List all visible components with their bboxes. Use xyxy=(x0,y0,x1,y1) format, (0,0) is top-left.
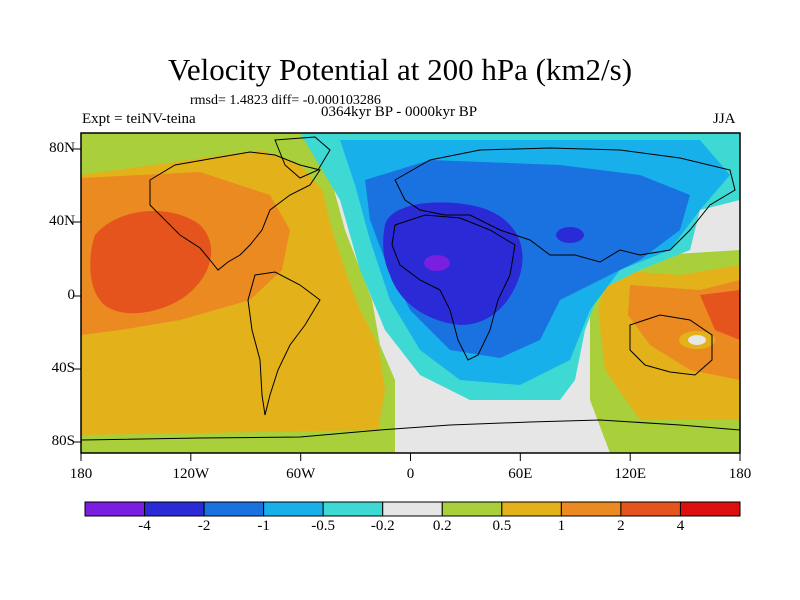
colorbar-swatch xyxy=(620,501,681,517)
colorbar-label: 0.2 xyxy=(432,518,452,534)
contour-field xyxy=(81,133,740,453)
colorbar-swatch xyxy=(84,501,146,517)
coast-antarctica xyxy=(81,419,740,441)
coast-australia xyxy=(629,314,713,376)
contour-neg-2 xyxy=(383,202,523,325)
colorbar-swatch xyxy=(560,501,622,517)
x-tick-label: 120E xyxy=(614,466,647,482)
x-tick-label: 180 xyxy=(728,466,752,482)
x-tick-label: 0 xyxy=(406,466,415,482)
colorbar-label: -2 xyxy=(197,518,211,534)
y-tick-label: 0 xyxy=(67,287,76,303)
contour-neg-2-asia xyxy=(556,227,584,243)
coast-eurasia xyxy=(394,147,736,263)
y-tick-label: 80S xyxy=(51,433,75,449)
x-tick-label: 180 xyxy=(69,466,93,482)
colorbar-label: 4 xyxy=(676,518,685,534)
colorbar-swatch xyxy=(679,501,741,517)
colorbar-label: -1 xyxy=(257,518,270,534)
coast-north-america xyxy=(149,151,321,271)
experiment-label: Expt = teiNV-teina xyxy=(82,111,196,127)
y-tick-label: 40N xyxy=(49,213,75,229)
colorbar-swatch xyxy=(144,501,205,517)
coast-greenland xyxy=(274,136,331,179)
contour-neutral-core xyxy=(688,335,706,345)
x-tick-label: 60E xyxy=(508,466,533,482)
colorbar-swatch xyxy=(263,501,324,517)
coastlines xyxy=(81,136,740,441)
colorbar-swatch xyxy=(322,501,384,517)
season-label: JJA xyxy=(713,111,736,127)
colorbar-swatch xyxy=(441,501,503,517)
colorbar-label: -0.5 xyxy=(311,518,336,534)
contour-neg-4 xyxy=(424,255,450,271)
colorbar-label: -4 xyxy=(138,518,151,534)
colorbar-label: -0.2 xyxy=(370,518,395,534)
contour-pos-2 xyxy=(90,211,212,314)
chart-title: Velocity Potential at 200 hPa (km2/s) xyxy=(167,52,633,87)
y-tick-label: 40S xyxy=(51,360,75,376)
colorbar-swatch xyxy=(203,501,265,517)
colorbar-label: 0.5 xyxy=(492,518,512,534)
stats-text: rmsd= 1.4823 diff= -0.000103286 xyxy=(190,93,381,108)
coast-south-america xyxy=(247,271,321,416)
colorbar xyxy=(84,501,741,517)
x-tick-label: 120W xyxy=(172,466,210,482)
coast-africa xyxy=(391,214,516,361)
colorbar-swatch xyxy=(382,501,443,517)
x-tick-label: 60W xyxy=(286,466,316,482)
contour-pos-2-east xyxy=(700,290,740,340)
y-tick-label: 80N xyxy=(49,140,75,156)
colorbar-label: 2 xyxy=(617,518,625,534)
colorbar-swatch xyxy=(501,501,562,517)
colorbar-label: 1 xyxy=(557,518,566,534)
axis-ticks xyxy=(73,148,741,461)
period-label: 0364kyr BP - 0000kyr BP xyxy=(321,104,478,120)
